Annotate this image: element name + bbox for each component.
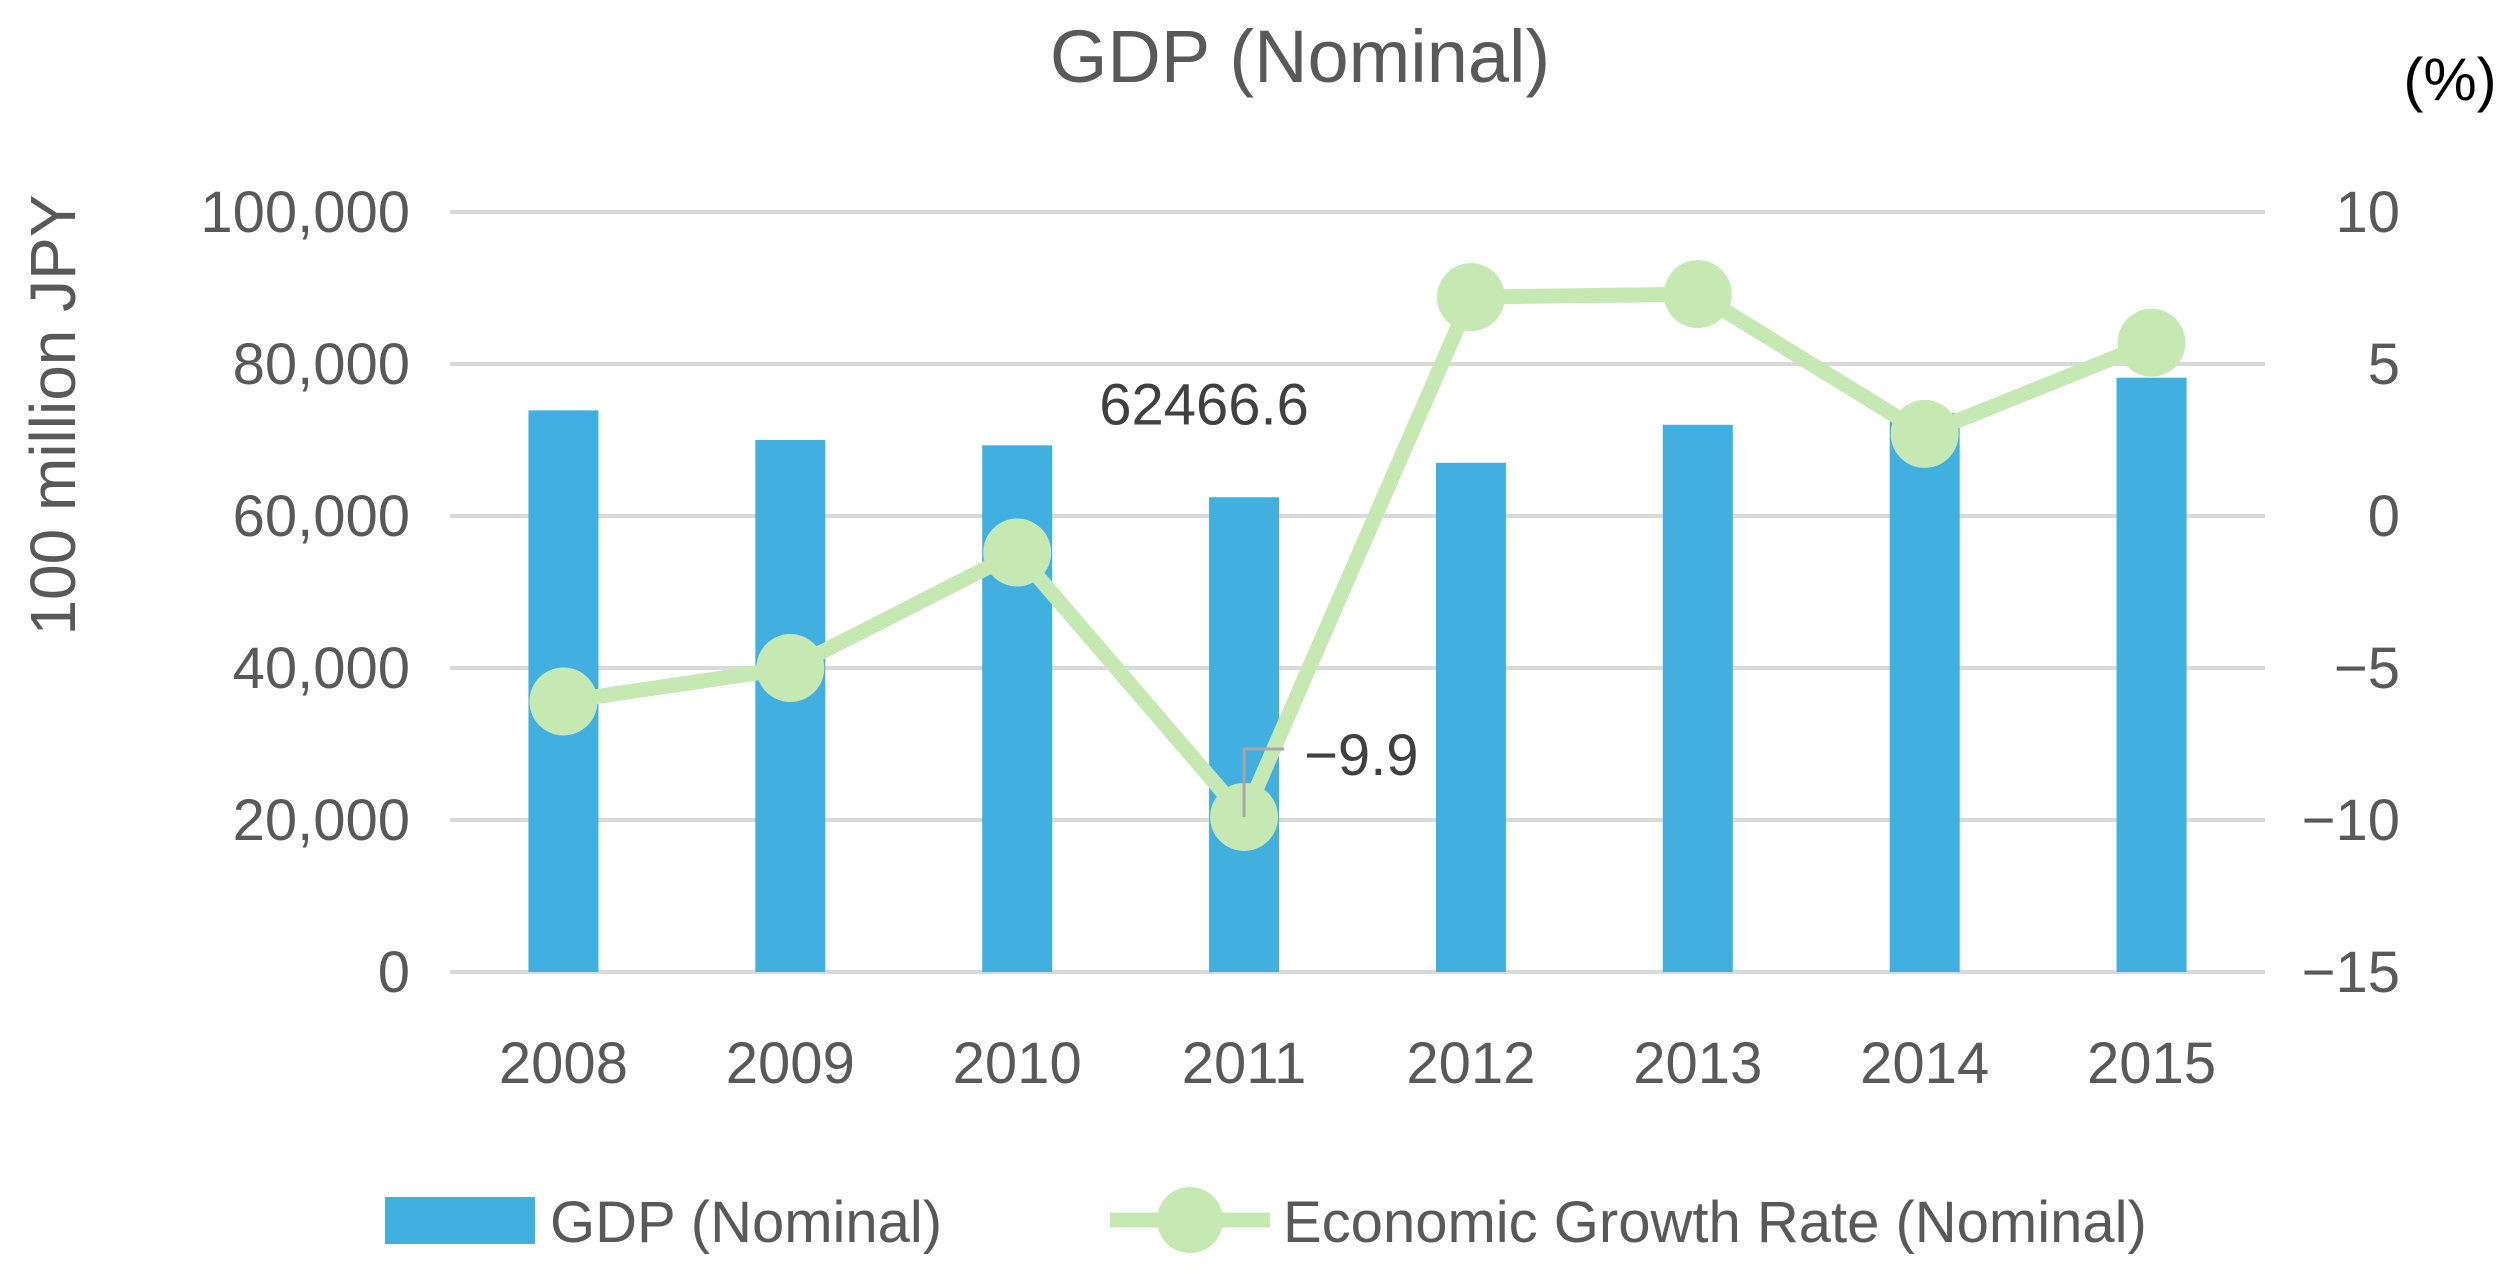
gdp-bar [2116,377,2187,972]
y-left-tick-label: 80,000 [233,332,410,397]
growth-data-label: −9.9 [1304,723,1419,788]
gdp-bar [1889,413,1960,972]
legend-gdp-label: GDP (Nominal) [550,1190,942,1255]
gdp-bars [528,377,2187,972]
growth-line [529,260,2186,851]
y-right-axis-unit: (%) [2403,46,2496,113]
growth-marker [756,634,825,702]
y-right-tick-label: 0 [2368,484,2400,549]
y-right-tick-label: −5 [2334,636,2400,701]
y-right-tick-label: −10 [2302,788,2400,853]
y-right-tick-label: 10 [2335,180,2400,245]
gdp-bar [1435,462,1506,972]
growth-marker [2117,308,2186,377]
y-right-tick-label: −15 [2302,940,2400,1005]
legend: GDP (Nominal) Economic Growth Rate (Nomin… [385,1187,2147,1255]
x-tick-label: 2014 [1860,1031,1989,1096]
y-left-tick-label: 20,000 [233,788,410,853]
x-tick-label: 2013 [1633,1031,1762,1096]
growth-marker [1663,260,1732,329]
x-tick-label: 2011 [1182,1031,1307,1096]
legend-gdp-swatch [385,1197,535,1244]
x-tick-label: 2012 [1406,1031,1535,1096]
gdp-bar [1209,497,1280,972]
gridlines [450,210,2265,974]
growth-marker [529,667,598,736]
y-left-tick-label: 0 [378,940,410,1005]
y-left-tick-label: 60,000 [233,484,410,549]
x-tick-label: 2009 [726,1031,855,1096]
y-left-tick-label: 100,000 [200,180,410,245]
gdp-bar [1662,424,1733,972]
growth-marker [1890,399,1959,468]
y-left-axis-title: 100 million JPY [17,194,89,635]
legend-growth-label: Economic Growth Rate (Nominal) [1283,1190,2147,1255]
legend-growth-marker [1157,1187,1223,1253]
growth-marker [1436,263,1505,332]
growth-marker [983,518,1052,587]
axis-ticks: 0 −15 20,000 −10 40,000 −5 60,000 0 80,000 5 100,0… [200,180,2400,1096]
y-left-tick-label: 40,000 [233,636,410,701]
x-tick-label: 2015 [2087,1031,2216,1096]
data-labels: 62466.6 −9.9 [1099,372,1419,817]
chart-title: GDP (Nominal) [1050,15,1550,98]
growth-line-path [562,286,2155,825]
growth-label-leader [1242,747,1285,817]
x-tick-label: 2008 [499,1031,628,1096]
x-tick-label: 2010 [953,1031,1082,1096]
y-right-tick-label: 5 [2368,332,2400,397]
gdp-data-label: 62466.6 [1099,372,1309,437]
gdp-bar [755,440,826,972]
